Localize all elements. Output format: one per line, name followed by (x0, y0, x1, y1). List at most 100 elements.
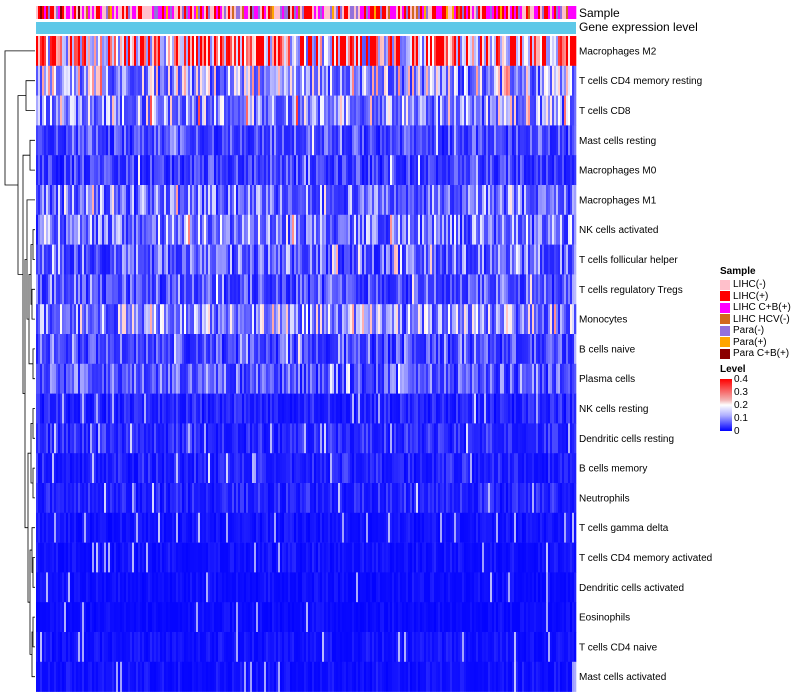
heatmap-cell (572, 512, 575, 543)
heatmap-cell (232, 334, 235, 365)
heatmap-cell (288, 334, 291, 365)
heatmap-cell (62, 423, 65, 454)
heatmap-cell (154, 244, 157, 275)
heatmap-cell (66, 483, 69, 514)
heatmap-cell (36, 393, 39, 424)
heatmap-cell (112, 542, 115, 573)
heatmap-cell (298, 36, 301, 67)
heatmap-cell (450, 393, 453, 424)
heatmap-cell (378, 512, 381, 543)
heatmap-cell (380, 65, 383, 96)
heatmap-cell (314, 244, 317, 275)
heatmap-cell (202, 185, 205, 216)
heatmap-cell (190, 185, 193, 216)
heatmap-cell (84, 36, 87, 67)
heatmap-cell (250, 155, 253, 186)
heatmap-cell (180, 512, 183, 543)
heatmap-cell (318, 155, 321, 186)
heatmap-cell (460, 185, 463, 216)
heatmap-cell (428, 512, 431, 543)
heatmap-cell (444, 125, 447, 156)
heatmap-cell (468, 423, 471, 454)
heatmap-cell (114, 274, 117, 305)
heatmap-cell (44, 393, 47, 424)
heatmap-cell (478, 453, 481, 484)
heatmap-cell (570, 244, 573, 275)
heatmap-cell (254, 274, 257, 305)
heatmap-cell (488, 423, 491, 454)
heatmap-cell (376, 185, 379, 216)
heatmap-cell (346, 185, 349, 216)
heatmap-cell (102, 453, 105, 484)
heatmap-cell (192, 363, 195, 394)
heatmap-cell (272, 423, 275, 454)
heatmap-cell (366, 512, 369, 543)
heatmap-cell (92, 36, 95, 67)
heatmap-cell (122, 244, 125, 275)
heatmap-cell (158, 393, 161, 424)
heatmap-cell (84, 244, 87, 275)
heatmap-cell (198, 214, 201, 245)
heatmap-cell (524, 36, 527, 67)
heatmap-cell (188, 304, 191, 335)
heatmap-cell (436, 125, 439, 156)
heatmap-cell (242, 393, 245, 424)
heatmap-cell (152, 214, 155, 245)
heatmap-cell (430, 185, 433, 216)
heatmap-cell (184, 304, 187, 335)
heatmap-cell (162, 214, 165, 245)
heatmap-cell (174, 423, 177, 454)
heatmap-cell (564, 363, 567, 394)
heatmap-cell (168, 65, 171, 96)
heatmap-cell (240, 334, 243, 365)
heatmap-cell (450, 453, 453, 484)
heatmap-cell (352, 36, 355, 67)
heatmap-cell (494, 125, 497, 156)
heatmap-cell (172, 214, 175, 245)
heatmap-cell (126, 185, 129, 216)
heatmap-cell (532, 483, 535, 514)
heatmap-cell (520, 363, 523, 394)
heatmap-cell (524, 453, 527, 484)
heatmap-cell (136, 95, 139, 126)
heatmap-cell (548, 155, 551, 186)
heatmap-cell (532, 36, 535, 67)
heatmap-cell (58, 512, 61, 543)
heatmap-cell (196, 304, 199, 335)
sample-annotation-cell (294, 6, 297, 19)
heatmap-cell (88, 95, 91, 126)
heatmap-cell (346, 363, 349, 394)
sample-annotation-cell (492, 6, 495, 19)
heatmap-cell (102, 304, 105, 335)
heatmap-cell (410, 36, 413, 67)
heatmap-cell (462, 155, 465, 186)
heatmap-cell (46, 542, 49, 573)
heatmap-cell (138, 36, 141, 67)
heatmap-cell (560, 125, 563, 156)
heatmap-cell (456, 95, 459, 126)
heatmap-cell (184, 125, 187, 156)
heatmap-cell (516, 36, 519, 67)
heatmap-cell (378, 363, 381, 394)
heatmap-cell (152, 393, 155, 424)
heatmap-cell (134, 334, 137, 365)
heatmap-cell (110, 36, 113, 67)
heatmap-cell (488, 185, 491, 216)
heatmap-cell (156, 512, 159, 543)
heatmap-cell (302, 483, 305, 514)
heatmap-cell (276, 393, 279, 424)
heatmap-cell (404, 512, 407, 543)
heatmap-cell (122, 483, 125, 514)
heatmap-cell (128, 334, 131, 365)
heatmap-cell (154, 393, 157, 424)
heatmap-cell (430, 214, 433, 245)
heatmap-cell (230, 542, 233, 573)
heatmap-cell (38, 393, 41, 424)
heatmap-cell (528, 453, 531, 484)
heatmap-cell (76, 95, 79, 126)
heatmap-cell (284, 453, 287, 484)
heatmap-cell (464, 36, 467, 67)
heatmap-cell (478, 214, 481, 245)
heatmap-cell (98, 36, 101, 67)
heatmap-cell (148, 542, 151, 573)
